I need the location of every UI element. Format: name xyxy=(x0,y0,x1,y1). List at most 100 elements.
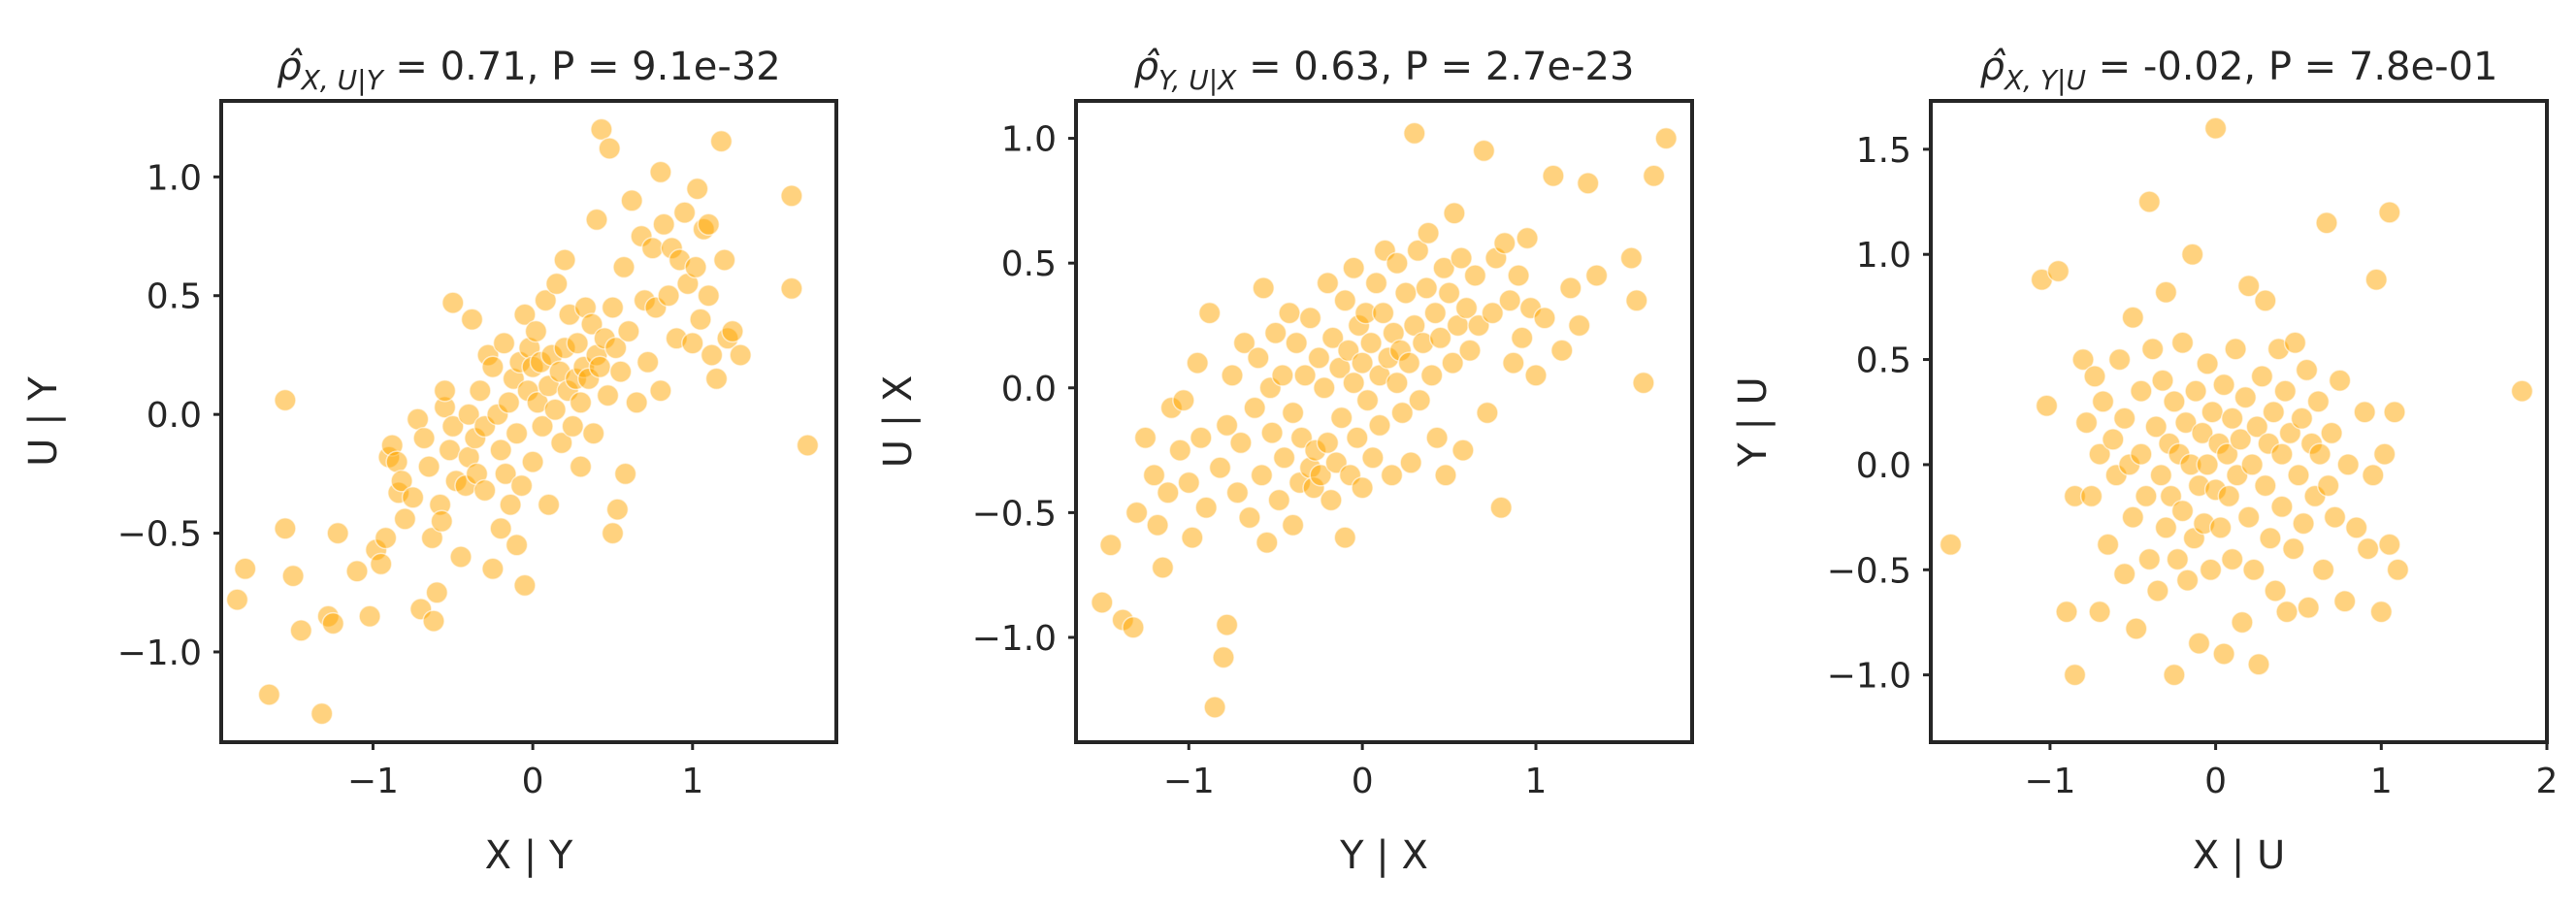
y-tick-label: −1.0 xyxy=(1827,657,1911,697)
data-point xyxy=(796,434,820,457)
data-point xyxy=(1386,371,1409,395)
x-tick-label: 1 xyxy=(1525,762,1548,801)
data-point xyxy=(2151,369,2174,392)
data-point xyxy=(1212,645,1235,669)
plot-frame xyxy=(1929,99,2549,744)
data-point xyxy=(2344,516,2368,539)
data-point xyxy=(2091,390,2115,413)
data-point xyxy=(2163,663,2186,687)
data-point xyxy=(1263,321,1288,344)
data-point xyxy=(1415,277,1439,300)
data-point xyxy=(657,283,680,308)
data-point xyxy=(257,683,281,706)
data-point xyxy=(2046,259,2071,283)
data-point xyxy=(2088,442,2111,466)
data-point xyxy=(1458,339,1482,362)
data-point xyxy=(2196,453,2219,476)
data-point xyxy=(1215,613,1239,636)
data-point xyxy=(310,701,334,726)
data-point xyxy=(1229,431,1253,455)
y-tick-label: −0.5 xyxy=(117,515,202,555)
data-point xyxy=(780,184,803,208)
data-point xyxy=(1542,164,1565,187)
data-point xyxy=(2262,400,2286,424)
data-point xyxy=(620,189,643,212)
title-symbol: ρ̂ xyxy=(1980,45,2006,89)
data-point xyxy=(1632,371,1655,395)
data-point xyxy=(2353,400,2376,424)
data-point xyxy=(430,509,454,534)
data-point xyxy=(590,117,613,142)
data-point xyxy=(1272,446,1296,470)
data-point xyxy=(2140,337,2165,361)
x-tick-label: 1 xyxy=(2370,762,2393,801)
data-point xyxy=(2311,558,2335,582)
data-point xyxy=(2187,632,2211,655)
data-point xyxy=(2199,558,2223,582)
data-point xyxy=(2328,369,2352,392)
data-point xyxy=(2217,484,2241,508)
data-point xyxy=(1252,277,1275,300)
data-point xyxy=(1271,364,1294,387)
data-point xyxy=(281,564,305,588)
data-point xyxy=(700,343,724,367)
data-point xyxy=(2264,579,2287,602)
data-point xyxy=(2102,428,2125,451)
data-point xyxy=(2146,579,2169,602)
data-point xyxy=(1472,139,1496,163)
data-point xyxy=(543,398,567,422)
data-point xyxy=(2121,306,2145,329)
data-point xyxy=(2231,610,2254,634)
data-point xyxy=(2292,511,2315,536)
data-point xyxy=(2212,642,2235,666)
data-point xyxy=(1203,696,1226,719)
data-point xyxy=(2121,505,2145,529)
data-point xyxy=(233,557,257,581)
y-axis-label: U | Y xyxy=(21,376,66,467)
data-point xyxy=(2135,484,2158,508)
title-symbol: ρ̂ xyxy=(277,45,303,89)
data-point xyxy=(513,573,537,598)
data-point xyxy=(505,421,529,445)
y-tick-label: −0.5 xyxy=(972,494,1057,534)
y-tick-label: 1.0 xyxy=(147,158,202,198)
data-point xyxy=(1351,351,1374,374)
y-tick-label: −0.5 xyxy=(1827,551,1911,591)
data-point xyxy=(2273,379,2298,403)
data-point xyxy=(2184,379,2207,403)
data-point xyxy=(2191,421,2214,445)
data-point xyxy=(2208,516,2233,539)
data-point xyxy=(422,609,445,633)
x-tick-label: −1 xyxy=(1163,762,1215,801)
data-point xyxy=(2283,331,2307,354)
data-point xyxy=(2096,533,2120,557)
data-point xyxy=(2247,653,2270,676)
data-point xyxy=(345,559,369,583)
data-point xyxy=(369,552,393,576)
data-point xyxy=(1099,534,1123,557)
data-point xyxy=(1371,301,1395,325)
data-point xyxy=(1408,388,1431,412)
data-point xyxy=(721,319,744,343)
data-point xyxy=(1267,488,1291,512)
x-tick-label: 2 xyxy=(2536,762,2559,801)
data-point xyxy=(1194,496,1218,519)
x-tick-label: 0 xyxy=(2204,762,2227,801)
y-tick-label: −1.0 xyxy=(972,619,1057,659)
data-point xyxy=(1559,277,1582,300)
data-point xyxy=(2240,453,2264,476)
data-point xyxy=(2372,442,2397,466)
data-point xyxy=(1091,591,1114,614)
data-point xyxy=(1298,307,1322,330)
data-point xyxy=(1524,364,1548,387)
data-point xyxy=(2215,442,2239,466)
data-point xyxy=(709,129,734,153)
title-subscript: X, Y|U xyxy=(2003,64,2086,96)
data-point xyxy=(2308,442,2331,466)
data-point xyxy=(1285,331,1308,355)
data-point xyxy=(505,534,529,557)
points-layer xyxy=(1091,121,1678,719)
y-tick-label: 1.5 xyxy=(1856,131,1911,171)
data-point xyxy=(1364,272,1388,295)
y-tick-label: −1.0 xyxy=(117,634,202,673)
